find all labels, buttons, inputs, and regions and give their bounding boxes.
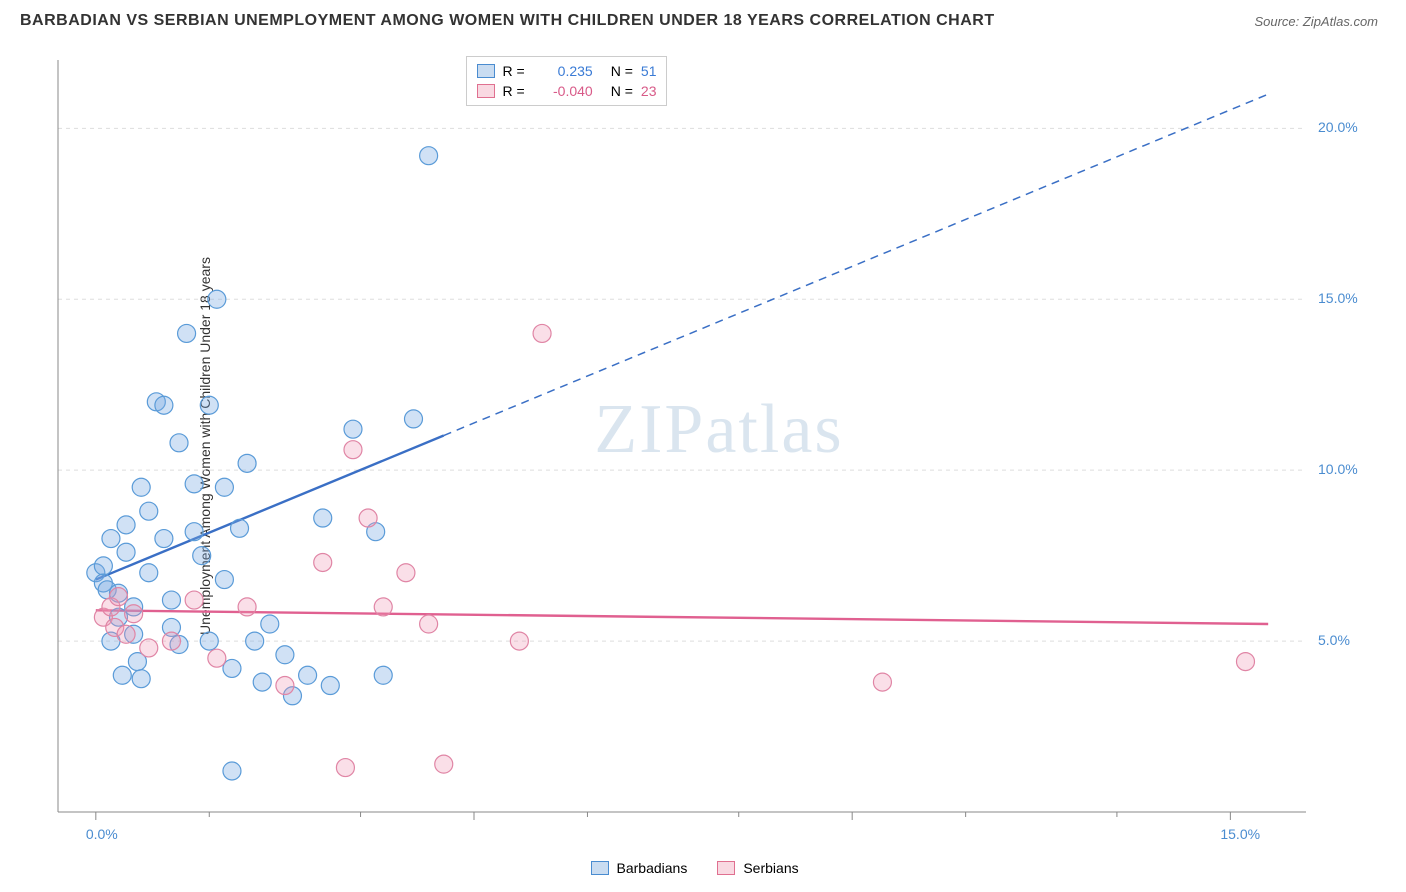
legend-r-label: R = bbox=[503, 63, 525, 79]
x-tick-label: 0.0% bbox=[86, 826, 118, 842]
legend-row: R = -0.040 N = 23 bbox=[477, 81, 657, 101]
chart-title: BARBADIAN VS SERBIAN UNEMPLOYMENT AMONG … bbox=[20, 12, 995, 30]
y-tick-label: 20.0% bbox=[1318, 119, 1358, 135]
legend-r-value: -0.040 bbox=[533, 83, 593, 99]
scatter-chart-svg bbox=[52, 50, 1386, 842]
legend-r-label: R = bbox=[503, 83, 525, 99]
x-tick-label: 15.0% bbox=[1220, 826, 1260, 842]
correlation-legend: R = 0.235 N = 51 R = -0.040 N = 23 bbox=[466, 56, 668, 106]
legend-item-barbadians: Barbadians bbox=[591, 860, 688, 876]
y-tick-label: 15.0% bbox=[1318, 290, 1358, 306]
swatch-icon bbox=[717, 861, 735, 875]
y-tick-label: 10.0% bbox=[1318, 461, 1358, 477]
legend-n-label: N = bbox=[611, 83, 633, 99]
legend-label: Serbians bbox=[743, 860, 798, 876]
y-tick-label: 5.0% bbox=[1318, 632, 1350, 648]
legend-n-value: 51 bbox=[641, 63, 657, 79]
legend-r-value: 0.235 bbox=[533, 63, 593, 79]
swatch-icon bbox=[477, 64, 495, 78]
legend-row: R = 0.235 N = 51 bbox=[477, 61, 657, 81]
source-credit: Source: ZipAtlas.com bbox=[1254, 14, 1378, 29]
swatch-icon bbox=[477, 84, 495, 98]
legend-n-label: N = bbox=[611, 63, 633, 79]
legend-item-serbians: Serbians bbox=[717, 860, 798, 876]
legend-n-value: 23 bbox=[641, 83, 657, 99]
swatch-icon bbox=[591, 861, 609, 875]
legend-label: Barbadians bbox=[617, 860, 688, 876]
chart-area: R =0.235N =51R =-0.040N =23 ZIPatlas bbox=[52, 50, 1386, 842]
series-legend: Barbadians Serbians bbox=[591, 860, 799, 876]
